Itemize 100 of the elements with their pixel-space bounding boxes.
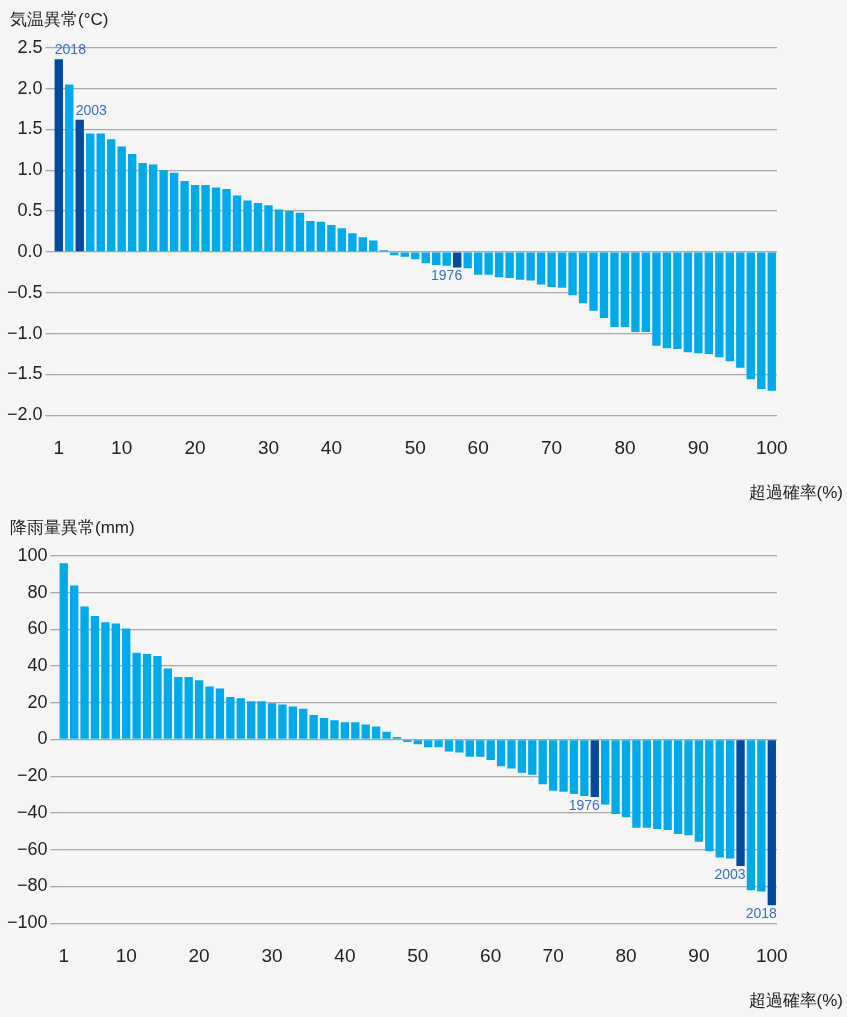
- bar: [725, 252, 735, 362]
- bar: [80, 606, 89, 739]
- bar: [267, 703, 277, 739]
- bar: [174, 677, 183, 739]
- bar: [159, 170, 168, 252]
- bar: [767, 740, 776, 906]
- bar: [538, 740, 547, 785]
- x-tick-label: 1: [58, 944, 70, 966]
- bar: [75, 119, 84, 252]
- y-tick-label: −20: [17, 765, 48, 786]
- bar: [631, 252, 640, 332]
- x-tick-label: 80: [614, 436, 636, 458]
- bar: [59, 563, 68, 739]
- bar: [351, 722, 360, 739]
- bar: [316, 221, 326, 252]
- bar: [757, 252, 766, 390]
- bar: [111, 623, 120, 739]
- bar: [348, 233, 357, 252]
- bar: [725, 740, 735, 859]
- bar: [180, 180, 189, 252]
- x-tick-label: 10: [115, 944, 137, 966]
- bar: [127, 153, 137, 252]
- bar: [243, 200, 252, 252]
- bar: [278, 704, 287, 739]
- bar: [330, 720, 339, 739]
- x-tick-label: 100: [755, 944, 788, 966]
- bar: [653, 740, 662, 829]
- bar: [715, 740, 724, 858]
- bar: [507, 740, 516, 769]
- bar: [589, 252, 598, 311]
- bar: [309, 714, 318, 739]
- bar: [526, 252, 535, 281]
- y-axis-title: 気温異常(°C): [10, 9, 109, 31]
- bar: [663, 740, 672, 830]
- y-tick-label: 0.0: [17, 240, 43, 261]
- bar: [569, 740, 579, 794]
- bar: [184, 677, 193, 739]
- bar: [295, 212, 305, 252]
- bar: [232, 195, 242, 252]
- bar: [476, 740, 485, 757]
- x-tick-label: 40: [334, 944, 356, 966]
- bar: [517, 740, 527, 773]
- bar: [132, 652, 141, 739]
- bar: [90, 616, 100, 739]
- bar: [288, 706, 297, 739]
- bar: [455, 740, 464, 753]
- annotation: 2003: [75, 101, 108, 118]
- bar: [299, 708, 308, 739]
- bar: [358, 237, 368, 252]
- bar: [767, 252, 776, 391]
- bar: [337, 228, 347, 252]
- bar: [694, 740, 704, 842]
- y-tick-label: 40: [27, 654, 48, 675]
- bar: [444, 740, 454, 752]
- bar: [163, 668, 173, 739]
- bar: [705, 740, 714, 852]
- bar: [306, 220, 315, 252]
- bar: [247, 701, 256, 739]
- bar: [215, 688, 225, 739]
- annotation: 2018: [54, 41, 87, 58]
- bar: [274, 209, 284, 252]
- bar: [621, 740, 631, 818]
- bar: [369, 240, 378, 252]
- x-axis-title: 超過確率(%): [748, 990, 843, 1012]
- bar: [715, 252, 724, 358]
- bar: [536, 252, 546, 285]
- y-tick-label: 1.5: [17, 118, 43, 139]
- bar: [620, 252, 630, 328]
- annotation: 2018: [745, 905, 777, 922]
- y-tick-label: 100: [17, 544, 48, 565]
- bar: [515, 252, 525, 280]
- bar: [547, 252, 556, 288]
- bar: [148, 164, 158, 252]
- bar: [382, 731, 391, 739]
- bar: [736, 740, 745, 866]
- bar: [236, 698, 245, 739]
- bar: [117, 146, 126, 252]
- bar: [736, 252, 745, 368]
- y-tick-label: 0: [37, 728, 48, 749]
- y-tick-label: 1.0: [17, 159, 43, 180]
- bar: [211, 187, 221, 252]
- bar: [641, 252, 651, 332]
- bar: [757, 740, 766, 892]
- bar: [361, 724, 370, 739]
- bar: [578, 252, 588, 304]
- y-axis-title: 降雨量異常(mm): [10, 517, 135, 539]
- y-tick-label: 60: [27, 618, 48, 639]
- x-tick-label: 90: [687, 436, 709, 458]
- bar: [253, 202, 263, 252]
- bar: [611, 740, 620, 815]
- x-tick-label: 60: [480, 944, 502, 966]
- bar: [327, 224, 336, 252]
- x-axis-title: 超過確率(%): [748, 482, 843, 504]
- bar: [264, 205, 273, 252]
- y-tick-label: 80: [27, 581, 48, 602]
- annotation: 1976: [431, 267, 463, 284]
- bar: [684, 740, 693, 836]
- bar: [371, 726, 381, 739]
- bar: [319, 718, 329, 739]
- bar: [424, 740, 433, 748]
